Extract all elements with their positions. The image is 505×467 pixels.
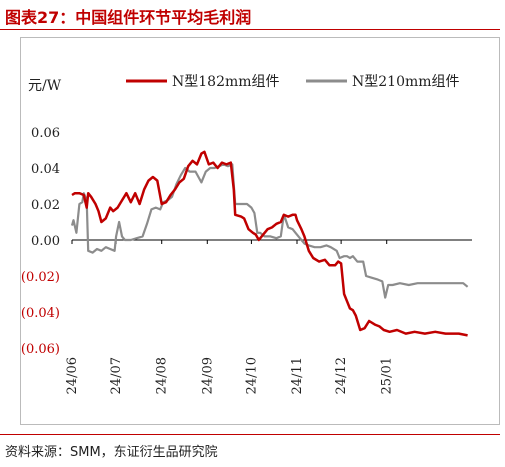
x-tick-label: 24/10 — [244, 357, 259, 394]
x-tick-label: 24/06 — [65, 357, 80, 394]
y-axis-unit-label: 元/W — [28, 78, 62, 94]
y-tick-label: (0.04) — [21, 306, 60, 321]
y-tick-label: 0.00 — [31, 234, 60, 249]
x-tick-label: 24/07 — [109, 357, 124, 394]
y-tick-label: 0.04 — [31, 162, 60, 177]
series-lines — [70, 150, 469, 337]
series-line-n182 — [71, 150, 468, 337]
y-tick-label: 0.02 — [31, 198, 60, 213]
x-tick-label: 24/09 — [200, 357, 215, 394]
x-tick-label: 24/08 — [155, 357, 170, 394]
legend-label-n182: N型182mm组件 — [172, 74, 280, 90]
chart-frame — [20, 37, 500, 425]
x-tick-label: 24/11 — [290, 357, 305, 394]
x-tick-label: 24/12 — [334, 357, 349, 394]
x-axis-ticks: 24/06 24/07 24/08 24/09 24/10 24/11 24/12 25/01 — [65, 240, 395, 394]
y-tick-label: (0.02) — [21, 270, 60, 285]
y-tick-label: 0.06 — [31, 126, 60, 141]
source-rule — [0, 434, 500, 435]
legend-label-n210: N型210mm组件 — [352, 74, 460, 90]
y-axis-ticks: 0.06 0.04 0.02 0.00 (0.02) (0.04) (0.06) — [21, 126, 60, 357]
series-line-n210 — [70, 163, 469, 299]
x-tick-label: 25/01 — [380, 357, 395, 394]
figure-title: 图表27：中国组件环节平均毛利润 — [5, 8, 252, 27]
source-note: 资料来源：SMM，东证衍生品研究院 — [5, 445, 218, 460]
title-rule — [0, 29, 500, 30]
legend: N型182mm组件 N型210mm组件 — [126, 74, 460, 90]
y-tick-label: (0.06) — [21, 342, 60, 357]
